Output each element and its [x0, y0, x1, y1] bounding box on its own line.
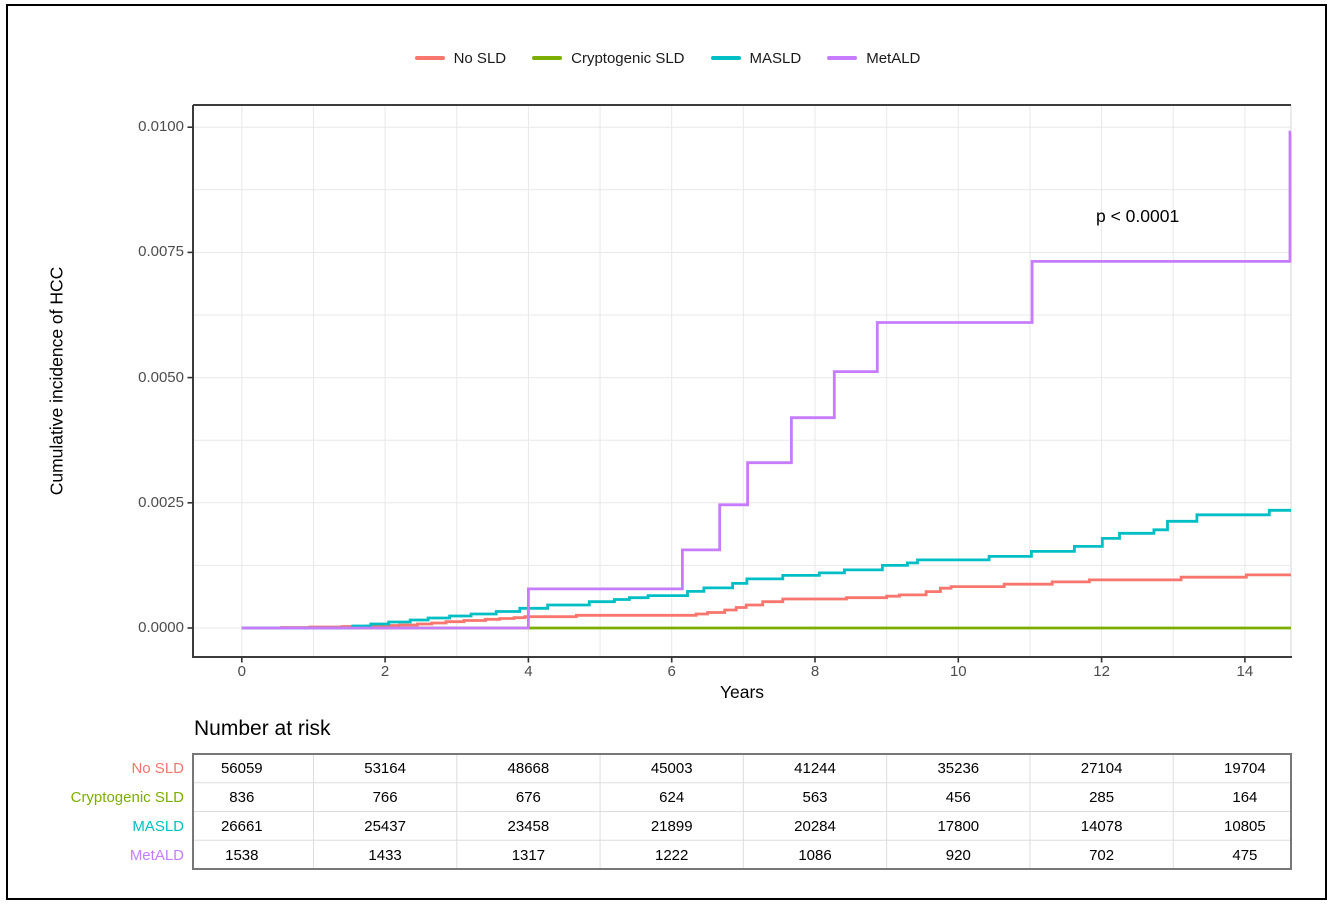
- risk-value: 702: [1089, 846, 1115, 864]
- risk-value: 1222: [655, 846, 689, 864]
- y-tick-label: 0.0075: [138, 243, 184, 261]
- risk-value: 45003: [650, 760, 693, 778]
- legend-label: MetALD: [866, 49, 921, 67]
- risk-value: 475: [1232, 846, 1258, 864]
- x-tick-label: 14: [1236, 663, 1254, 680]
- legend-line-swatch: [414, 56, 445, 60]
- legend-label: MASLD: [749, 49, 802, 67]
- risk-value: 1433: [368, 846, 402, 864]
- legend-item-cryptogenic-sld: Cryptogenic SLD: [532, 49, 685, 67]
- risk-value: 920: [945, 846, 971, 864]
- risk-row-label-cryptogenic-sld: Cryptogenic SLD: [70, 789, 184, 807]
- risk-value: 1317: [511, 846, 546, 864]
- x-tick-label: 8: [810, 663, 820, 680]
- y-tick-label: 0.0025: [138, 493, 184, 511]
- risk-row-label-metald: MetALD: [129, 846, 184, 864]
- legend-item-masld: MASLD: [710, 49, 802, 67]
- risk-value: 676: [515, 789, 541, 807]
- x-tick-label: 0: [237, 663, 246, 680]
- risk-row-label-masld: MASLD: [132, 817, 184, 835]
- risk-table-border: [192, 753, 1292, 870]
- risk-value: 1086: [798, 846, 832, 864]
- risk-value: 21899: [650, 817, 693, 835]
- legend-label: Cryptogenic SLD: [571, 49, 685, 67]
- risk-value: 17800: [937, 817, 980, 835]
- risk-value: 48668: [507, 760, 550, 778]
- risk-table-title: Number at risk: [194, 717, 331, 740]
- x-tick-label: 12: [1093, 663, 1110, 680]
- risk-value: 285: [1089, 789, 1115, 807]
- x-tick-label: 6: [667, 663, 676, 680]
- risk-value: 836: [229, 789, 255, 807]
- series-curve-masld: [241, 508, 1291, 630]
- y-tick-label: 0.0100: [138, 118, 184, 136]
- risk-value: 56059: [220, 760, 263, 778]
- risk-value: 23458: [507, 817, 550, 835]
- y-tick-label: 0.0000: [138, 619, 184, 636]
- risk-value: 20284: [794, 817, 836, 835]
- risk-value: 10805: [1224, 817, 1266, 835]
- legend-item-no-sld: No SLD: [414, 49, 507, 67]
- legend-line-swatch: [710, 56, 741, 60]
- x-axis-title: Years: [719, 682, 765, 702]
- legend: No SLD Cryptogenic SLD MASLD MetALD: [0, 46, 1335, 70]
- risk-value: 27104: [1080, 760, 1123, 778]
- risk-value: 456: [945, 789, 971, 807]
- risk-row-label-no-sld: No SLD: [131, 760, 184, 778]
- p-value-annotation: p < 0.0001: [1096, 206, 1180, 226]
- risk-value: 164: [1232, 789, 1258, 807]
- legend-line-swatch: [532, 56, 563, 60]
- x-tick-label: 4: [524, 663, 533, 680]
- y-axis-title: Cumulative incidence of HCC: [46, 266, 67, 496]
- risk-value: 25437: [364, 817, 406, 835]
- risk-value: 766: [372, 789, 398, 807]
- legend-label: No SLD: [453, 49, 507, 67]
- risk-value: 1538: [225, 846, 259, 864]
- risk-value: 26661: [220, 817, 263, 835]
- legend-item-metald: MetALD: [827, 50, 920, 67]
- legend-line-swatch: [827, 56, 858, 60]
- series-curve-metald: [241, 130, 1292, 630]
- series-curve-no-sld: [241, 573, 1291, 630]
- risk-value: 19704: [1224, 760, 1266, 778]
- risk-value: 563: [802, 789, 828, 807]
- y-tick-label: 0.0050: [138, 368, 184, 386]
- risk-value: 624: [659, 789, 685, 807]
- x-tick-label: 10: [949, 663, 967, 680]
- risk-value: 53164: [364, 760, 406, 778]
- risk-value: 41244: [794, 760, 836, 778]
- risk-value: 35236: [937, 760, 980, 778]
- x-tick-label: 2: [380, 663, 390, 680]
- risk-value: 14078: [1080, 817, 1123, 835]
